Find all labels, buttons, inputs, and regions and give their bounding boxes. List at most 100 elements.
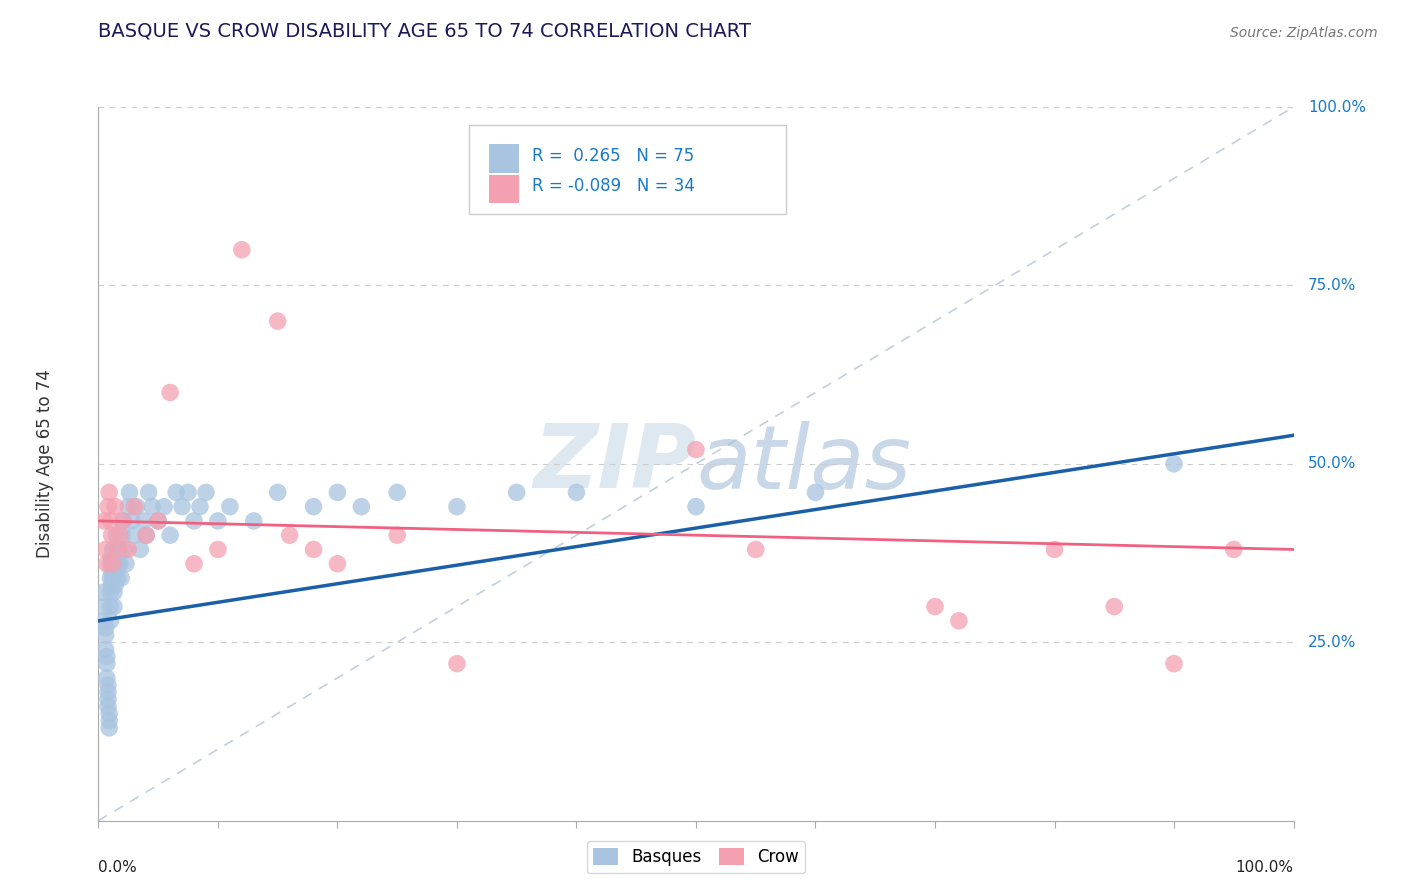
Point <box>565 485 588 500</box>
Point <box>183 557 205 571</box>
Point <box>194 485 217 500</box>
Point <box>97 699 120 714</box>
Point <box>115 557 138 571</box>
Point <box>105 528 128 542</box>
Point <box>107 571 129 585</box>
Point <box>302 500 325 514</box>
Text: 50.0%: 50.0% <box>1308 457 1357 471</box>
Text: 75.0%: 75.0% <box>1308 278 1357 293</box>
Point <box>101 542 124 557</box>
Point <box>110 571 132 585</box>
Point <box>183 514 205 528</box>
Point <box>96 671 118 685</box>
FancyBboxPatch shape <box>489 145 519 173</box>
Point <box>177 485 200 500</box>
Point <box>165 485 187 500</box>
Point <box>98 585 122 599</box>
Point <box>745 542 768 557</box>
Point <box>105 542 128 557</box>
Point <box>98 614 122 628</box>
Point <box>111 514 134 528</box>
Point <box>96 649 118 664</box>
Point <box>135 528 157 542</box>
Point <box>96 557 118 571</box>
Point <box>121 514 143 528</box>
Text: R = -0.089   N = 34: R = -0.089 N = 34 <box>533 178 695 195</box>
Legend: Basques, Crow: Basques, Crow <box>586 841 806 873</box>
Point <box>93 514 115 528</box>
Point <box>94 542 117 557</box>
Point <box>159 528 181 542</box>
Point <box>278 528 301 542</box>
Point <box>100 549 122 564</box>
FancyBboxPatch shape <box>470 125 786 214</box>
Point <box>103 599 125 614</box>
Point <box>101 571 124 585</box>
Point <box>97 678 120 692</box>
Point <box>141 500 163 514</box>
Point <box>385 485 409 500</box>
Point <box>267 485 290 500</box>
Point <box>98 557 122 571</box>
Point <box>219 500 242 514</box>
Point <box>111 528 134 542</box>
Point <box>98 571 122 585</box>
Point <box>112 514 135 528</box>
Point <box>108 528 131 542</box>
Text: 100.0%: 100.0% <box>1308 100 1365 114</box>
Point <box>107 542 129 557</box>
Point <box>97 500 120 514</box>
Point <box>207 514 229 528</box>
Point <box>1102 599 1125 614</box>
Point <box>231 243 253 257</box>
Point <box>135 528 157 542</box>
Point <box>924 599 946 614</box>
Text: BASQUE VS CROW DISABILITY AGE 65 TO 74 CORRELATION CHART: BASQUE VS CROW DISABILITY AGE 65 TO 74 C… <box>98 21 751 40</box>
Point <box>207 542 229 557</box>
Point <box>108 557 131 571</box>
Point <box>129 542 152 557</box>
Text: R =  0.265   N = 75: R = 0.265 N = 75 <box>533 146 695 164</box>
Point <box>188 500 211 514</box>
Point <box>100 528 122 542</box>
Point <box>98 721 121 735</box>
Point <box>148 514 170 528</box>
Point <box>101 557 124 571</box>
Point <box>98 714 121 728</box>
Point <box>302 542 325 557</box>
Point <box>948 614 970 628</box>
Text: atlas: atlas <box>696 421 911 507</box>
Point <box>159 385 181 400</box>
Point <box>1163 457 1185 471</box>
Point <box>98 514 122 528</box>
Point <box>107 542 129 557</box>
Point <box>100 564 122 578</box>
Point <box>385 528 409 542</box>
Point <box>124 500 146 514</box>
Point <box>94 628 117 642</box>
Point <box>172 500 194 514</box>
Point <box>685 442 707 457</box>
Point <box>94 621 117 635</box>
Point <box>97 692 120 706</box>
Point <box>1163 657 1185 671</box>
Point <box>148 514 170 528</box>
Point <box>350 500 373 514</box>
Point <box>91 585 114 599</box>
Point <box>104 578 127 592</box>
Point <box>114 542 136 557</box>
Text: ZIP: ZIP <box>533 420 696 508</box>
Point <box>243 514 266 528</box>
Text: 100.0%: 100.0% <box>1236 860 1294 875</box>
Point <box>326 485 349 500</box>
Point <box>124 528 146 542</box>
Point <box>153 500 176 514</box>
Point <box>101 557 124 571</box>
Point <box>267 314 290 328</box>
Point <box>804 485 827 500</box>
Point <box>103 585 125 599</box>
Point <box>1222 542 1246 557</box>
Point <box>104 500 127 514</box>
Point <box>1043 542 1066 557</box>
Point <box>94 642 117 657</box>
